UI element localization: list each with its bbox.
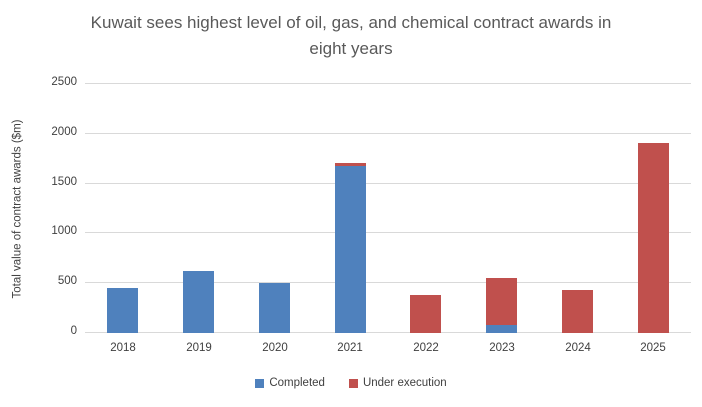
y-tick-label-500: 500 [57,275,77,287]
bar-2018-completed [107,288,138,333]
bar-2021-completed [335,165,366,333]
x-tick-label-2021: 2021 [337,342,363,354]
x-tick-label-2024: 2024 [565,342,591,354]
x-tick-label-2022: 2022 [413,342,439,354]
bar-2023-completed [486,325,517,333]
x-tick-label-2023: 2023 [489,342,515,354]
legend-item-under-execution: Under execution [348,377,447,389]
y-tick-label-2000: 2000 [51,126,77,138]
y-tick-label-1000: 1000 [51,225,77,237]
chart-title: Kuwait sees highest level of oil, gas, a… [90,13,612,58]
bar-2023-under-execution [486,277,517,326]
plot-area: 0 500 1000 1500 2000 2500 2018 2019 2020 2021 2022… [51,76,691,354]
y-tick-label-1500: 1500 [51,176,77,188]
bar-2021-under-execution [335,162,366,166]
legend-label: Completed [269,377,325,389]
gridline-500 [85,282,691,283]
bar-2022-under-execution [410,295,441,333]
x-tick-label-2018: 2018 [110,342,136,354]
bar-2019-completed [183,271,214,333]
x-tick-label-2025: 2025 [640,342,666,354]
gridline-1500 [85,183,691,184]
x-tick-label-2019: 2019 [186,342,212,354]
y-axis-label: Total value of contract awards ($m) [11,119,23,298]
bar-2024-under-execution [562,290,593,333]
x-tick-label-2020: 2020 [262,342,288,354]
legend-swatch-icon [348,378,358,388]
y-axis-label-wrap: Total value of contract awards ($m) [4,84,30,333]
gridline-0 [85,332,691,333]
gridline-2500 [85,83,691,84]
legend: Completed Under execution [0,377,702,389]
legend-label: Under execution [362,377,447,389]
legend-swatch-icon [255,378,265,388]
legend-item-completed: Completed [255,377,325,389]
bar-2020-completed [259,283,290,333]
bar-2025-under-execution [638,142,669,333]
y-tick-label-2500: 2500 [51,76,77,88]
y-tick-label-0: 0 [70,325,77,337]
gridline-1000 [85,232,691,233]
gridline-2000 [85,133,691,134]
